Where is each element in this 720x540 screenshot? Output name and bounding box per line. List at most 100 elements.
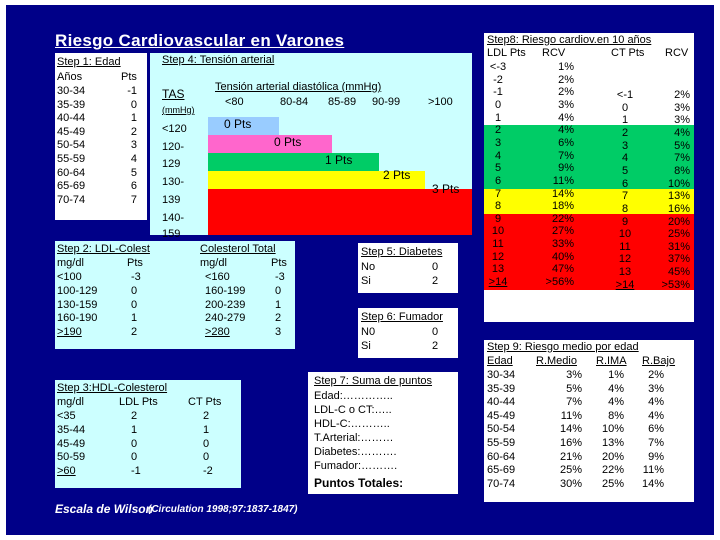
diastolic-col-2: 80-84 bbox=[280, 96, 309, 108]
step2-row-ct-range: 160-199 bbox=[205, 284, 246, 297]
step2-row-ldl-range: 160-190 bbox=[57, 312, 98, 325]
step8-ct-pts: 8 bbox=[621, 202, 629, 215]
step6-row-1-label: N0 bbox=[361, 326, 376, 338]
step8-ct-rcv: 20% bbox=[667, 215, 690, 228]
step8-ldl-pts: 0 bbox=[494, 98, 502, 111]
step8-ldl-rcv: 40% bbox=[551, 250, 574, 263]
bp-zone-2pts bbox=[208, 171, 425, 189]
step8-heading: Step8: Riesgo cardiov.en 10 años bbox=[487, 34, 652, 46]
step8-ldl-pts: 1 bbox=[494, 111, 502, 124]
step8-ct-rcv: 8% bbox=[674, 164, 690, 177]
step9-row-age: 30-34 bbox=[487, 369, 516, 381]
step2-col-2: Pts bbox=[127, 257, 143, 269]
step8-ct-rcv: >53% bbox=[661, 278, 690, 291]
step5-row-2-pts: 2 bbox=[432, 275, 439, 287]
step8-ldl-pts: -2 bbox=[493, 73, 503, 86]
step1-row-age: 55-59 bbox=[57, 153, 86, 165]
step8-ct-rcv: 4% bbox=[674, 126, 690, 139]
step1-row-pts: 2 bbox=[130, 125, 137, 138]
step9-row-age: 40-44 bbox=[487, 396, 516, 409]
step8-ct-rcv: 25% bbox=[667, 228, 690, 241]
step8-ldl-rcv: 27% bbox=[551, 225, 574, 238]
step7-line-ta: T.Arterial:……… bbox=[314, 432, 394, 444]
step5-row-1-label: No bbox=[361, 261, 376, 273]
step8-ct-pts: 1 bbox=[621, 114, 629, 127]
step7-heading: Step 7: Suma de puntos bbox=[314, 375, 433, 387]
step3-row-ldl-pts: -1 bbox=[131, 465, 141, 478]
step8-ldl-rcv: 22% bbox=[551, 212, 574, 225]
step2-row-ct-range: >280 bbox=[205, 326, 230, 339]
bp-zone-0pts-b bbox=[208, 135, 332, 153]
step8-ldl-rcv: 7% bbox=[558, 149, 574, 162]
step8-ldl-pts: <-3 bbox=[489, 61, 507, 73]
step8-ldl-pts: 8 bbox=[494, 200, 502, 213]
tas-row-1: <120 bbox=[162, 123, 187, 135]
step8-ldl-pts: 13 bbox=[491, 263, 505, 276]
step8-ldl-pts: 2 bbox=[494, 124, 502, 137]
step9-row-medio: 11% bbox=[560, 409, 582, 422]
step3-row-range: 50-59 bbox=[57, 451, 86, 464]
step8-ldl-rcv: 33% bbox=[551, 238, 574, 251]
diastolic-col-5: >100 bbox=[428, 96, 453, 108]
step6-row-2-label: Si bbox=[361, 340, 371, 352]
step9-row-bajo: 9% bbox=[648, 450, 664, 463]
step5-box: Step 5: Diabetes No 0 Si 2 bbox=[358, 243, 458, 293]
step1-row-age: 60-64 bbox=[57, 166, 86, 179]
step8-band-high bbox=[484, 213, 694, 290]
step1-row-age: 45-49 bbox=[57, 125, 86, 138]
step9-col-edad: Edad bbox=[487, 355, 513, 367]
step3-row-ldl-pts: 0 bbox=[131, 437, 138, 450]
step8-box: Step8: Riesgo cardiov.en 10 años LDL Pts… bbox=[484, 33, 694, 322]
step9-row-ima: 20% bbox=[601, 450, 624, 463]
step9-col-medio: R.Medio bbox=[536, 355, 577, 367]
step8-ct-rcv: 5% bbox=[674, 139, 690, 152]
step5-heading: Step 5: Diabetes bbox=[361, 246, 443, 258]
step1-box: Step 1: Edad Años Pts 30-34 -1 35-39 0 40-44… bbox=[55, 53, 147, 220]
tas-row-3: 129 bbox=[162, 158, 181, 170]
step9-row-bajo: 14% bbox=[641, 477, 664, 490]
step3-col-2: LDL Pts bbox=[119, 396, 158, 408]
step2-col-1: mg/dl bbox=[57, 257, 84, 269]
step3-box: Step 3:HDL-Colesterol mg/dl LDL Pts CT P… bbox=[55, 380, 241, 488]
step8-color-bands bbox=[484, 33, 694, 322]
step9-row-age: 35-39 bbox=[487, 382, 516, 395]
step8-ldl-rcv: 18% bbox=[551, 200, 574, 213]
step3-col-1: mg/dl bbox=[57, 396, 84, 408]
step8-ldl-rcv: >56% bbox=[545, 276, 574, 289]
step9-row-age: 70-74 bbox=[487, 477, 516, 490]
step7-line-hdl: HDL-C:……….. bbox=[314, 418, 390, 430]
step3-row-ct-pts: 2 bbox=[203, 410, 210, 422]
step8-ldl-rcv: 2% bbox=[558, 86, 574, 99]
step1-row-age: 70-74 bbox=[57, 193, 86, 206]
step2-row-ct-pts: 3 bbox=[275, 326, 282, 339]
step8-ldl-pts: 11 bbox=[492, 238, 504, 251]
step8-ct-rcv: 37% bbox=[667, 253, 690, 266]
step3-row-ct-pts: 0 bbox=[203, 451, 210, 464]
step1-col-pts: Pts bbox=[121, 71, 137, 83]
step8-ct-rcv: 3% bbox=[674, 114, 690, 127]
step9-row-bajo: 4% bbox=[648, 409, 664, 422]
step6-row-2-pts: 2 bbox=[432, 340, 439, 352]
step1-heading: Step 1: Edad bbox=[57, 56, 121, 68]
step8-ldl-pts: 12 bbox=[491, 250, 505, 263]
step9-row-bajo: 3% bbox=[648, 382, 664, 395]
step9-row-medio: 5% bbox=[566, 382, 582, 395]
step9-row-bajo: 7% bbox=[648, 437, 664, 449]
step9-row-medio: 25% bbox=[559, 464, 582, 477]
tas-row-4: 130- bbox=[162, 176, 185, 188]
step2-col-4: Pts bbox=[271, 257, 287, 269]
step2-row-ct-range: 240-279 bbox=[205, 312, 246, 325]
step8-ldl-rcv: 4% bbox=[558, 111, 574, 124]
bp-zone-3pts bbox=[208, 189, 472, 235]
step8-ldl-rcv: 4% bbox=[558, 124, 574, 137]
step8-ct-pts: 10 bbox=[618, 228, 632, 241]
step9-row-medio: 3% bbox=[566, 369, 582, 381]
step8-ct-pts: 4 bbox=[621, 152, 629, 165]
step8-ldl-rcv: 47% bbox=[551, 263, 574, 276]
step8-ct-rcv: 7% bbox=[674, 152, 690, 165]
tas-row-7: 159 bbox=[162, 228, 181, 240]
tas-row-5: 139 bbox=[162, 194, 181, 206]
step8-ct-rcv: 16% bbox=[667, 202, 690, 215]
step7-line-edad: Edad:………….. bbox=[314, 390, 393, 402]
step8-col-rcv1: RCV bbox=[542, 47, 566, 59]
